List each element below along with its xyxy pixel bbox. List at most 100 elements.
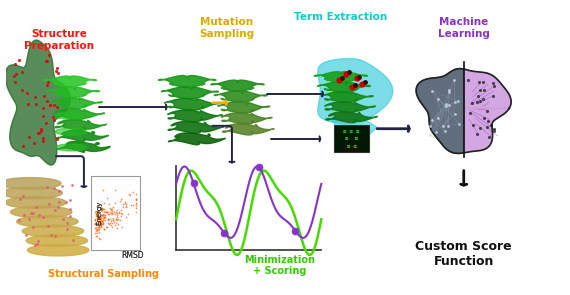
Text: ≡ ≡: ≡ ≡ [347,144,356,149]
Polygon shape [211,80,264,91]
Point [357,81,367,86]
Point [104,222,113,226]
Point [115,209,124,214]
Point [97,224,106,229]
Point [102,210,111,215]
Polygon shape [164,99,221,110]
Point [112,209,121,214]
Point [107,208,116,213]
Point [96,219,105,224]
Polygon shape [55,112,87,119]
Point [444,102,453,107]
Point [478,97,487,101]
Point [425,124,434,129]
Point [489,128,498,133]
Point [30,242,39,247]
Point [28,211,37,216]
Point [92,227,101,232]
Text: Custom Score
Function: Custom Score Function [416,240,512,268]
Point [103,210,112,214]
Point [15,217,24,222]
Point [131,201,140,206]
Point [91,222,100,227]
Point [52,105,62,110]
Point [39,214,48,219]
Point [97,212,106,217]
Point [97,216,106,221]
Point [97,207,106,212]
Point [124,212,133,217]
Point [91,217,100,222]
Point [17,88,26,93]
Point [110,222,119,227]
Point [107,207,116,212]
Point [95,217,104,222]
Point [428,88,437,93]
Point [102,209,111,214]
Point [476,99,485,103]
Point [473,132,482,137]
Point [111,217,120,222]
Point [97,206,106,210]
Point [107,225,116,230]
Polygon shape [27,244,89,256]
Point [108,210,117,215]
Point [105,221,115,226]
Point [91,221,100,226]
Point [42,121,51,126]
Polygon shape [47,87,99,97]
Point [92,222,101,227]
Point [93,216,103,220]
Polygon shape [168,133,225,145]
Point [43,80,52,85]
Point [454,99,463,104]
Polygon shape [5,40,70,165]
Point [92,225,101,230]
Polygon shape [318,59,393,124]
Point [96,224,105,228]
Point [113,211,122,216]
Point [101,209,110,213]
Point [65,206,74,211]
Point [92,210,101,215]
Point [104,218,113,222]
Text: Structural Sampling: Structural Sampling [48,269,159,279]
Point [488,80,497,85]
Polygon shape [56,131,108,141]
Point [93,209,102,214]
Point [441,102,450,107]
Point [11,61,20,66]
Point [54,71,63,75]
Point [106,209,115,214]
Point [42,59,51,63]
Point [98,215,107,220]
Polygon shape [214,91,267,102]
Point [63,220,72,225]
Polygon shape [43,76,96,86]
Point [40,94,49,99]
Point [291,229,300,233]
Point [66,214,75,219]
Point [486,123,495,128]
Point [105,217,115,221]
Polygon shape [314,72,368,82]
Polygon shape [54,109,104,119]
Point [97,220,106,225]
Point [431,130,441,134]
Point [131,197,140,202]
Point [99,200,108,205]
Point [39,135,48,140]
Point [427,118,436,122]
Point [474,94,483,98]
Point [54,188,63,193]
Point [93,216,102,221]
Point [99,211,108,216]
Point [100,214,109,219]
Point [95,215,104,219]
Polygon shape [17,216,78,227]
Point [479,87,488,92]
Point [39,106,48,111]
Point [99,216,108,221]
Point [93,215,103,220]
Point [93,214,103,219]
